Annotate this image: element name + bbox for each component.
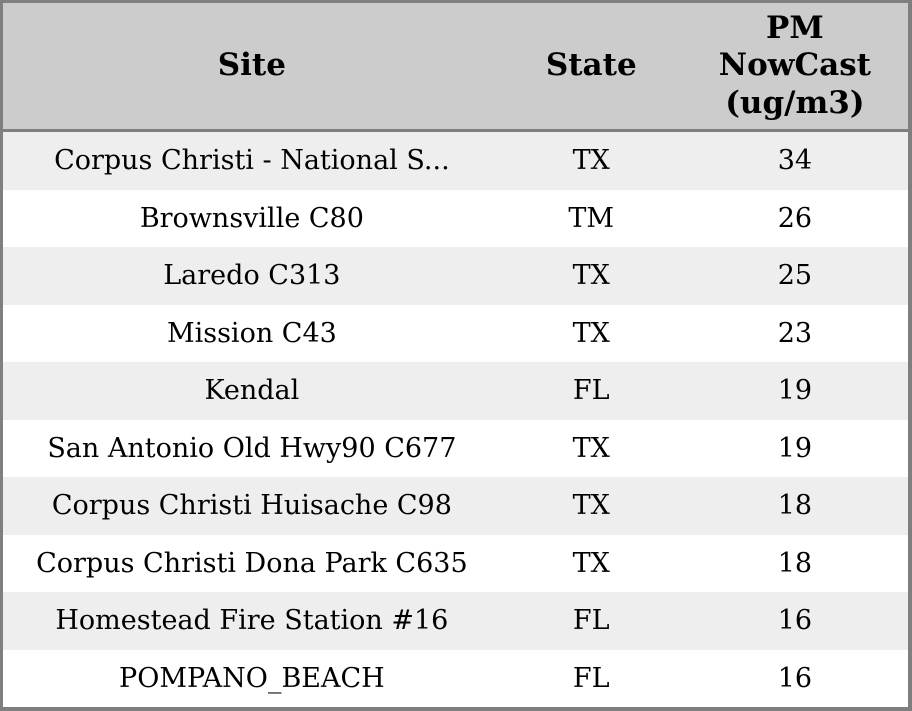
state-cell: TX (572, 145, 610, 177)
value-cell: 23 (777, 317, 813, 349)
column-header-site: Site (217, 47, 286, 84)
site-cell: San Antonio Old Hwy90 C677 (47, 432, 457, 464)
state-cell: FL (572, 662, 610, 694)
state-cell: FL (572, 375, 610, 407)
site-cell: Brownsville C80 (139, 202, 364, 234)
value-cell: 34 (777, 145, 813, 177)
site-cell: Corpus Christi Huisache C98 (51, 490, 452, 522)
table-row: Laredo C313 TX 25 (3, 247, 908, 305)
state-cell: TX (572, 260, 610, 292)
table-row: Homestead Fire Station #16 FL 16 (3, 592, 908, 650)
state-cell: TX (572, 490, 610, 522)
state-cell: TX (572, 432, 610, 464)
state-cell: TX (572, 547, 610, 579)
site-cell: Homestead Fire Station #16 (55, 605, 449, 637)
column-header-state: State (545, 47, 637, 84)
column-header-pm-nowcast: PM NowCast (ug/m3) (682, 10, 908, 122)
table-row: Corpus Christi Huisache C98 TX 18 (3, 477, 908, 535)
site-cell: Corpus Christi - National S... (54, 145, 450, 177)
value-cell: 18 (777, 547, 813, 579)
state-cell: TX (572, 317, 610, 349)
value-cell: 25 (777, 260, 813, 292)
value-cell: 19 (777, 375, 813, 407)
value-cell: 26 (777, 202, 813, 234)
column-header-pm-nowcast-label: PM NowCast (ug/m3) (718, 10, 871, 121)
table-row: POMPANO_BEACH FL 16 (3, 649, 908, 707)
table-row: Brownsville C80 TM 26 (3, 189, 908, 247)
site-cell: Corpus Christi Dona Park C635 (36, 547, 468, 579)
state-cell: TM (568, 202, 615, 234)
table-row: Corpus Christi - National S... TX 34 (3, 132, 908, 190)
table-row: Mission C43 TX 23 (3, 304, 908, 362)
site-cell: POMPANO_BEACH (119, 662, 385, 694)
site-cell: Kendal (204, 375, 300, 407)
site-cell: Laredo C313 (163, 260, 341, 292)
table-body: Corpus Christi - National S... TX 34 Browns… (3, 132, 908, 707)
table-header-row: Site State PM NowCast (ug/m3) (3, 3, 908, 132)
site-cell: Mission C43 (166, 317, 337, 349)
table-row: Kendal FL 19 (3, 362, 908, 420)
state-cell: FL (572, 605, 610, 637)
value-cell: 16 (777, 605, 813, 637)
value-cell: 16 (777, 662, 813, 694)
table-row: Corpus Christi Dona Park C635 TX 18 (3, 534, 908, 592)
table-row: San Antonio Old Hwy90 C677 TX 19 (3, 419, 908, 477)
value-cell: 19 (777, 432, 813, 464)
value-cell: 18 (777, 490, 813, 522)
